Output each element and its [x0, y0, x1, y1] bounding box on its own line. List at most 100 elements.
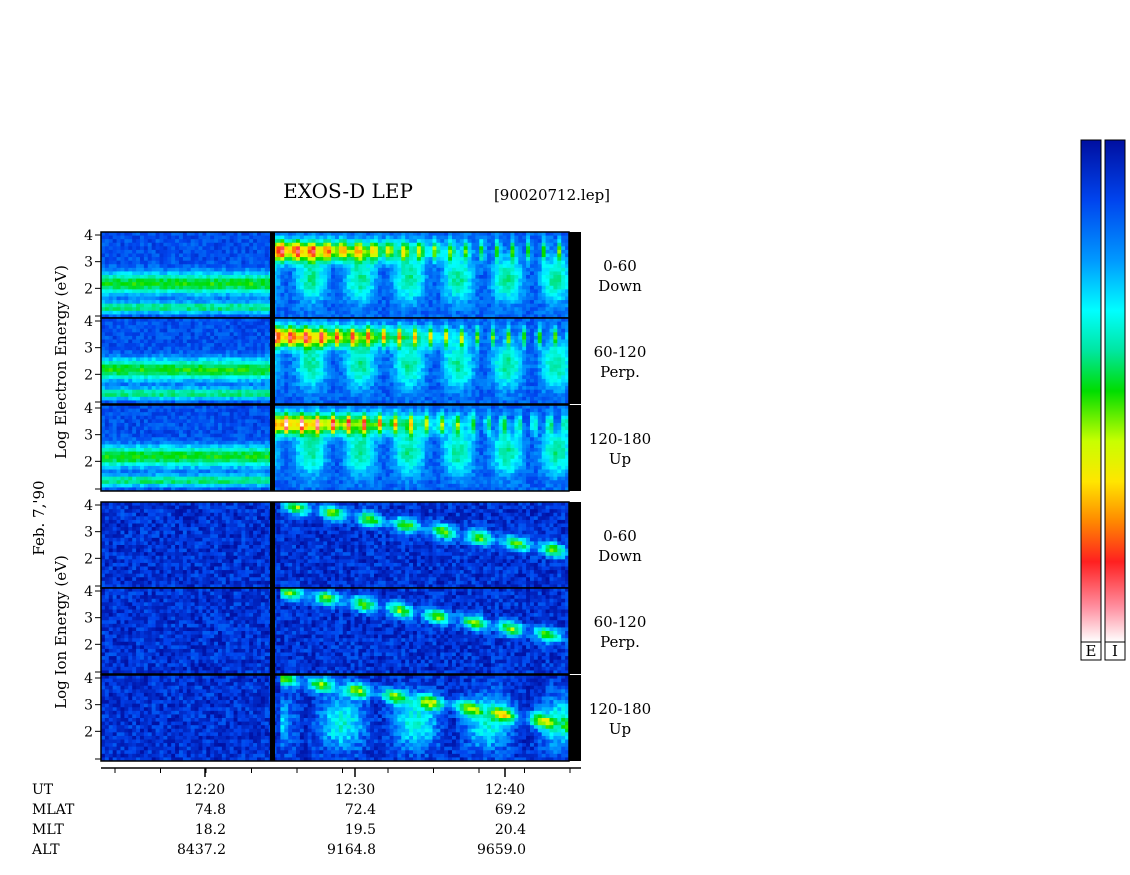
spectrogram-cell: [319, 393, 324, 398]
panel-electron-2: 234: [84, 314, 581, 405]
spectrogram-cell: [225, 328, 231, 333]
spectrogram-cell: [358, 271, 363, 276]
spectrogram-cell: [288, 343, 293, 348]
spectrogram-cell: [175, 264, 180, 269]
spectrogram-cell: [444, 278, 449, 283]
spectrogram-cell: [245, 310, 250, 315]
spectrogram-cell: [315, 375, 320, 380]
spectrogram-cell: [413, 350, 418, 355]
spectrogram-cell: [424, 300, 429, 305]
spectrogram-cell: [467, 267, 472, 272]
spectrogram-cell: [276, 235, 281, 240]
spectrogram-cell: [182, 303, 188, 308]
spectrogram-cell: [175, 346, 180, 351]
spectrogram-cell: [377, 343, 383, 348]
spectrogram-cell: [455, 267, 461, 272]
spectrogram-cell: [397, 386, 402, 391]
spectrogram-cell: [167, 300, 172, 305]
spectrogram-cell: [237, 361, 242, 365]
spectrogram-cell: [140, 300, 145, 305]
spectrogram-cell: [104, 325, 110, 330]
spectrogram-cell: [288, 235, 293, 240]
spectrogram-cell: [182, 343, 188, 348]
spectrogram-cell: [338, 253, 344, 258]
spectrogram-cell: [210, 239, 215, 244]
spectrogram-cell: [346, 292, 351, 297]
spectrogram-cell: [428, 339, 433, 344]
spectrogram-cell: [346, 300, 351, 305]
spectrogram-cell: [182, 325, 188, 330]
spectrogram-cell: [335, 314, 340, 319]
spectrogram-cell: [385, 300, 390, 305]
spectrogram-cell: [315, 321, 320, 326]
spectrogram-cell: [299, 267, 305, 272]
spectrogram-cell: [155, 378, 160, 383]
spectrogram-cell: [257, 278, 262, 283]
spectrogram-cell: [416, 292, 422, 297]
spectrogram-cell: [221, 318, 227, 322]
spectrogram-cell: [338, 232, 344, 236]
spectrogram-cell: [214, 361, 219, 365]
spectrogram-cell: [253, 282, 258, 287]
spectrogram-cell: [296, 300, 301, 305]
spectrogram-cell: [467, 235, 472, 240]
spectrogram-cell: [260, 396, 266, 401]
spectrogram-cell: [132, 253, 137, 258]
spectrogram-cell: [190, 253, 195, 258]
spectrogram-cell: [526, 275, 531, 279]
spectrogram-cell: [362, 303, 367, 308]
spectrogram-cell: [557, 314, 562, 319]
spectrogram-cell: [342, 325, 348, 330]
spectrogram-cell: [167, 357, 172, 362]
spectrogram-cell: [424, 339, 429, 344]
spectrogram-cell: [545, 275, 550, 279]
spectrogram-cell: [338, 307, 344, 312]
spectrogram-cell: [182, 357, 188, 362]
spectrogram-cell: [175, 357, 180, 362]
spectrogram-cell: [253, 371, 258, 376]
spectrogram-cell: [249, 232, 254, 236]
spectrogram-cell: [253, 249, 258, 254]
spectrogram-cell: [475, 275, 480, 279]
spectrogram-cell: [143, 382, 149, 387]
spectrogram-cell: [342, 353, 348, 358]
spectrogram-cell: [370, 339, 375, 344]
spectrogram-cell: [311, 389, 316, 394]
spectrogram-cell: [147, 343, 153, 348]
spectrogram-cell: [335, 264, 340, 269]
spectrogram-cell: [288, 400, 293, 405]
spectrogram-cell: [307, 386, 312, 391]
spectrogram-cell: [346, 242, 351, 247]
spectrogram-cell: [506, 285, 511, 290]
spectrogram-cell: [288, 382, 293, 387]
spectrogram-cell: [323, 285, 328, 290]
spectrogram-cell: [377, 378, 383, 383]
spectrogram-cell: [440, 267, 445, 272]
spectrogram-cell: [140, 364, 145, 369]
spectrogram-cell: [416, 400, 422, 405]
spectrogram-cell: [518, 285, 523, 290]
spectrogram-cell: [206, 321, 211, 326]
spectrogram-cell: [385, 375, 390, 380]
spectrogram-cell: [303, 332, 309, 337]
spectrogram-cell: [370, 378, 375, 383]
spectrogram-cell: [381, 386, 387, 391]
spectrogram-cell: [296, 235, 301, 240]
spectrogram-cell: [420, 307, 426, 312]
spectrogram-cell: [397, 289, 402, 294]
spectrogram-cell: [323, 346, 328, 351]
spectrogram-cell: [104, 353, 110, 358]
spectrogram-cell: [225, 285, 231, 290]
spectrogram-cell: [487, 232, 492, 236]
spectrogram-cell: [120, 242, 125, 247]
spectrogram-cell: [354, 275, 359, 279]
spectrogram-cell: [366, 239, 371, 244]
spectrogram-cell: [510, 271, 515, 276]
spectrogram-cell: [210, 343, 215, 348]
spectrogram-cell: [151, 357, 156, 362]
spectrogram-cell: [315, 400, 320, 405]
spectrogram-cell: [241, 257, 246, 262]
spectrogram-cell: [276, 335, 281, 340]
spectrogram-cell: [428, 242, 433, 247]
